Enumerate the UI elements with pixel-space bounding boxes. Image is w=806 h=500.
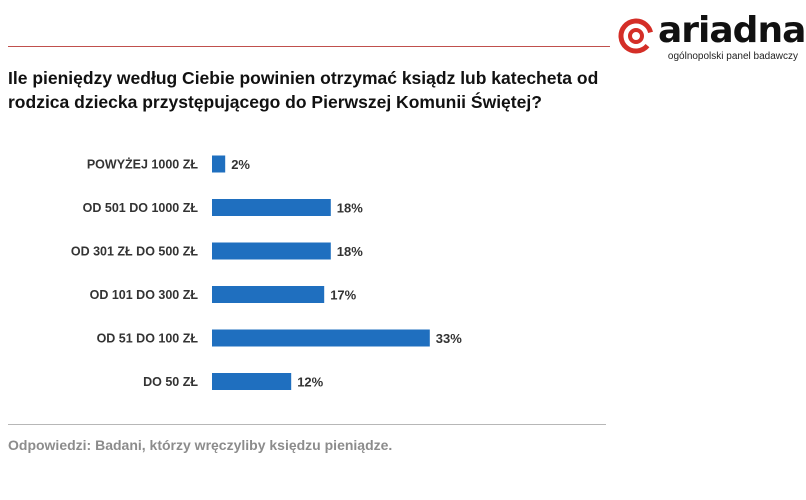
footnote: Odpowiedzi: Badani, którzy wręczyliby ks… — [8, 437, 393, 453]
value-label: 2% — [231, 157, 250, 172]
chart-title: Ile pieniędzy według Ciebie powinien otr… — [8, 68, 599, 112]
category-label: OD 301 ZŁ DO 500 ZŁ — [71, 245, 198, 259]
bar — [212, 373, 292, 390]
category-label: DO 50 ZŁ — [143, 375, 198, 389]
value-label: 33% — [436, 331, 462, 346]
bar — [212, 329, 430, 347]
footer-divider — [8, 424, 606, 425]
value-label: 12% — [297, 375, 323, 390]
category-label: OD 51 DO 100 ZŁ — [97, 332, 199, 346]
logo-tagline: ogólnopolski panel badawczy — [667, 51, 798, 62]
ariadna-logo: ariadna ogólnopolski panel badawczy — [616, 11, 806, 62]
bar-chart: POWYŻEJ 1000 ZŁ 2% OD 501 DO 1000 ZŁ 18% OD … — [71, 155, 462, 390]
header-divider — [8, 46, 610, 47]
category-label: OD 101 DO 300 ZŁ — [90, 288, 199, 302]
bar — [212, 242, 331, 260]
value-label: 17% — [330, 288, 356, 303]
value-label: 18% — [337, 201, 363, 216]
ariadna-logo-mark-icon — [618, 18, 654, 54]
bar — [212, 286, 325, 303]
bar — [212, 199, 331, 216]
category-label: OD 501 DO 1000 ZŁ — [83, 201, 199, 215]
category-label: POWYŻEJ 1000 ZŁ — [87, 157, 199, 172]
logo-wordmark: ariadna — [658, 10, 806, 51]
bar — [212, 155, 226, 173]
value-label: 18% — [337, 244, 363, 259]
